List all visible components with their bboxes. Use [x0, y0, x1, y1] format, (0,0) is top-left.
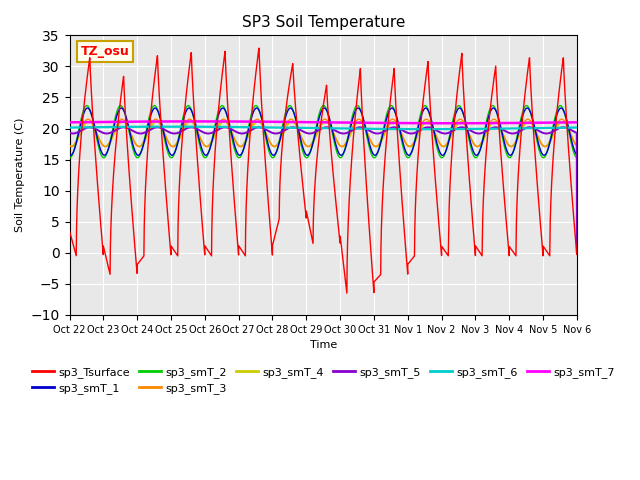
sp3_smT_2 [304, 154, 312, 160]
sp3_smT_5 [436, 130, 444, 135]
sp3_Tsurface [343, 290, 351, 296]
sp3_smT_3 [253, 116, 261, 122]
sp3_smT_5 [458, 124, 466, 130]
sp3_smT_4 [152, 119, 160, 125]
sp3_smT_4 [436, 142, 444, 147]
sp3_smT_7 [157, 119, 164, 124]
sp3_Tsurface [66, 228, 74, 234]
Line: sp3_smT_5: sp3_smT_5 [70, 127, 577, 253]
sp3_smT_7 [466, 120, 474, 126]
sp3_smT_2 [465, 138, 473, 144]
sp3_smT_3 [436, 142, 444, 148]
sp3_smT_2 [573, 250, 580, 256]
sp3_smT_3 [465, 132, 473, 138]
sp3_smT_6 [466, 126, 474, 132]
sp3_smT_6 [304, 125, 312, 131]
sp3_smT_1 [304, 152, 312, 158]
sp3_smT_7 [304, 119, 312, 125]
Line: sp3_Tsurface: sp3_Tsurface [70, 48, 577, 293]
sp3_smT_6 [409, 126, 417, 132]
sp3_smT_2 [157, 119, 164, 124]
sp3_smT_5 [573, 250, 580, 256]
sp3_smT_1 [157, 117, 164, 122]
sp3_smT_1 [409, 147, 417, 153]
sp3_Tsurface [409, 255, 417, 261]
sp3_smT_6 [168, 124, 176, 130]
sp3_smT_4 [409, 143, 417, 148]
sp3_smT_7 [573, 120, 580, 125]
Text: TZ_osu: TZ_osu [81, 45, 129, 58]
sp3_smT_1 [465, 135, 473, 141]
Title: SP3 Soil Temperature: SP3 Soil Temperature [241, 15, 405, 30]
sp3_smT_2 [523, 103, 531, 108]
sp3_smT_1 [388, 105, 396, 111]
sp3_smT_6 [573, 125, 580, 131]
sp3_smT_3 [304, 144, 312, 149]
sp3_smT_1 [572, 151, 580, 157]
sp3_smT_1 [436, 151, 444, 156]
sp3_smT_3 [157, 121, 164, 127]
X-axis label: Time: Time [310, 340, 337, 350]
sp3_smT_5 [157, 125, 164, 131]
sp3_smT_3 [572, 143, 580, 148]
sp3_smT_1 [66, 152, 74, 158]
sp3_smT_7 [193, 119, 200, 124]
sp3_smT_6 [422, 126, 429, 132]
sp3_smT_7 [446, 120, 454, 126]
sp3_Tsurface [304, 216, 312, 222]
Line: sp3_smT_4: sp3_smT_4 [70, 122, 577, 253]
sp3_smT_7 [66, 120, 74, 125]
sp3_smT_5 [408, 131, 416, 136]
sp3_smT_7 [573, 120, 580, 125]
sp3_Tsurface [255, 45, 263, 51]
sp3_smT_4 [66, 143, 74, 148]
sp3_smT_6 [573, 125, 580, 131]
sp3_smT_3 [573, 250, 580, 256]
sp3_smT_4 [304, 144, 312, 149]
sp3_smT_4 [465, 132, 473, 137]
Line: sp3_smT_6: sp3_smT_6 [70, 127, 577, 129]
Line: sp3_smT_7: sp3_smT_7 [70, 121, 577, 123]
sp3_Tsurface [437, 243, 445, 249]
sp3_smT_4 [157, 123, 164, 129]
sp3_smT_2 [572, 155, 580, 160]
sp3_smT_7 [436, 120, 444, 126]
Line: sp3_smT_3: sp3_smT_3 [70, 119, 577, 253]
sp3_smT_7 [409, 120, 417, 126]
sp3_smT_5 [572, 130, 580, 135]
sp3_smT_6 [66, 125, 74, 131]
sp3_smT_6 [157, 124, 164, 130]
sp3_smT_5 [66, 130, 74, 136]
Line: sp3_smT_1: sp3_smT_1 [70, 108, 577, 253]
sp3_smT_6 [437, 126, 445, 132]
sp3_smT_5 [304, 131, 312, 136]
sp3_smT_2 [66, 155, 74, 161]
sp3_Tsurface [157, 116, 164, 121]
sp3_smT_2 [436, 154, 444, 160]
sp3_smT_5 [465, 127, 473, 133]
sp3_smT_3 [409, 142, 417, 147]
Y-axis label: Soil Temperature (C): Soil Temperature (C) [15, 118, 25, 232]
sp3_Tsurface [573, 248, 580, 253]
sp3_smT_3 [66, 143, 74, 149]
sp3_Tsurface [573, 250, 580, 256]
Legend: sp3_Tsurface, sp3_smT_1, sp3_smT_2, sp3_smT_3, sp3_smT_4, sp3_smT_5, sp3_smT_6, : sp3_Tsurface, sp3_smT_1, sp3_smT_2, sp3_… [27, 362, 620, 399]
sp3_smT_4 [573, 250, 580, 256]
Line: sp3_smT_2: sp3_smT_2 [70, 106, 577, 253]
sp3_smT_4 [572, 142, 580, 148]
sp3_smT_2 [408, 147, 416, 153]
sp3_smT_1 [573, 250, 580, 256]
sp3_Tsurface [466, 179, 474, 184]
